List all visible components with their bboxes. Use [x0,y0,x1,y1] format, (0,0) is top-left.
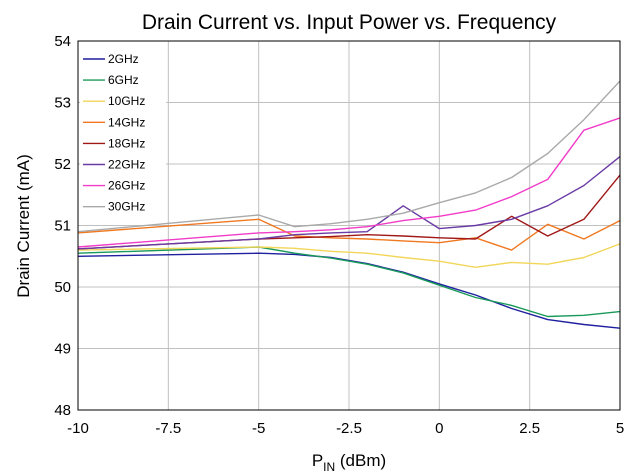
y-tick-label: 48 [54,402,71,419]
series-line-6ghz [77,246,621,318]
series-line-10ghz [77,243,621,268]
plot-area [77,40,621,411]
x-tick-label: -2.5 [336,420,362,437]
series-lines [77,80,621,329]
x-tick-label: -10 [67,420,89,437]
x-tick-labels: -10 -7.5 -5 -2.5 0 2.5 5 [67,420,624,437]
legend-label: 18GHz [108,136,145,150]
x-axis-label: PIN (dBm) [312,451,386,474]
chart-title: Drain Current vs. Input Power vs. Freque… [142,11,557,34]
legend-box [80,48,166,219]
legend: 2GHz 6GHz 10GHz 14GHz 18GHz 22GHz 26GHz 30GHz [80,48,166,219]
series-line-2ghz [77,252,621,329]
y-tick-label: 54 [54,33,71,50]
legend-label: 10GHz [108,94,145,108]
series-line-30ghz [77,80,621,233]
x-axis-label-subscript: IN [323,460,335,474]
x-tick-label: 5 [616,420,624,437]
x-tick-label: 0 [435,420,443,437]
legend-label: 6GHz [108,73,139,87]
series-line-18ghz [77,174,621,250]
x-axis-label-unit: (dBm) [335,451,386,470]
series-line-14ghz [77,218,621,251]
legend-label: 22GHz [108,158,145,172]
x-axis-label-main: P [312,451,323,470]
legend-label: 26GHz [108,179,145,193]
legend-label: 30GHz [108,200,145,214]
x-tick-label: -7.5 [155,420,181,437]
x-tick-label: 2.5 [519,420,540,437]
series-line-26ghz [77,117,621,248]
legend-label: 14GHz [108,115,145,129]
y-tick-label: 51 [54,218,71,235]
y-axis-label: Drain Current (mA) [14,154,33,298]
y-tick-label: 50 [54,279,71,296]
y-tick-label: 52 [54,156,71,173]
series-line-22ghz [77,156,621,250]
y-tick-label: 53 [54,95,71,112]
y-tick-labels: 48 49 50 51 52 53 54 [54,33,71,419]
y-tick-label: 49 [54,341,71,358]
x-tick-label: -5 [252,420,265,437]
legend-label: 2GHz [108,52,139,66]
